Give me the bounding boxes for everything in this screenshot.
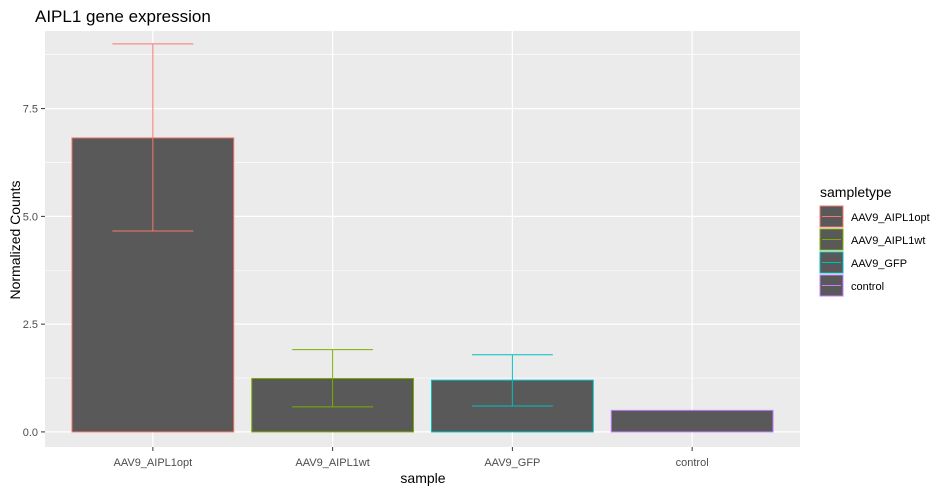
axes: 0.0 2.5 5.0 7.5 AAV9_AIPL1opt AAV9_AIPL1wt AAV… [23, 104, 709, 469]
x-tick-label: AAV9_GFP [484, 457, 540, 469]
y-tick-label: 0.0 [23, 427, 38, 439]
error-bars [112, 43, 553, 408]
y-tick-label: 7.5 [23, 104, 38, 116]
y-axis-title: Normalized Counts [7, 180, 23, 299]
y-tick-label: 5.0 [23, 211, 38, 223]
error-bar [471, 354, 553, 407]
legend-label: control [851, 281, 884, 293]
x-tick-label: control [676, 457, 709, 469]
error-bar [292, 349, 374, 408]
legend-key [819, 251, 844, 274]
legend-label: AAV9_AIPL1opt [851, 212, 930, 224]
legend-title: sampletype [820, 184, 892, 200]
error-bar [112, 43, 194, 232]
legend-key [819, 205, 844, 228]
x-axis-title: sample [400, 470, 445, 486]
bar-control [610, 409, 774, 433]
legend-label: AAV9_AIPL1wt [851, 235, 925, 247]
legend: sampletype AAV9_AIPL1opt AAV9_AIPL1wt AAV9… [819, 184, 930, 297]
x-tick-label: AAV9_AIPL1wt [295, 457, 369, 469]
x-tick-label: AAV9_AIPL1opt [114, 457, 193, 469]
chart-title: AIPL1 gene expression [35, 7, 211, 26]
legend-label: AAV9_GFP [851, 258, 907, 270]
legend-key [819, 274, 844, 297]
y-tick-label: 2.5 [23, 319, 38, 331]
legend-key [819, 228, 844, 251]
